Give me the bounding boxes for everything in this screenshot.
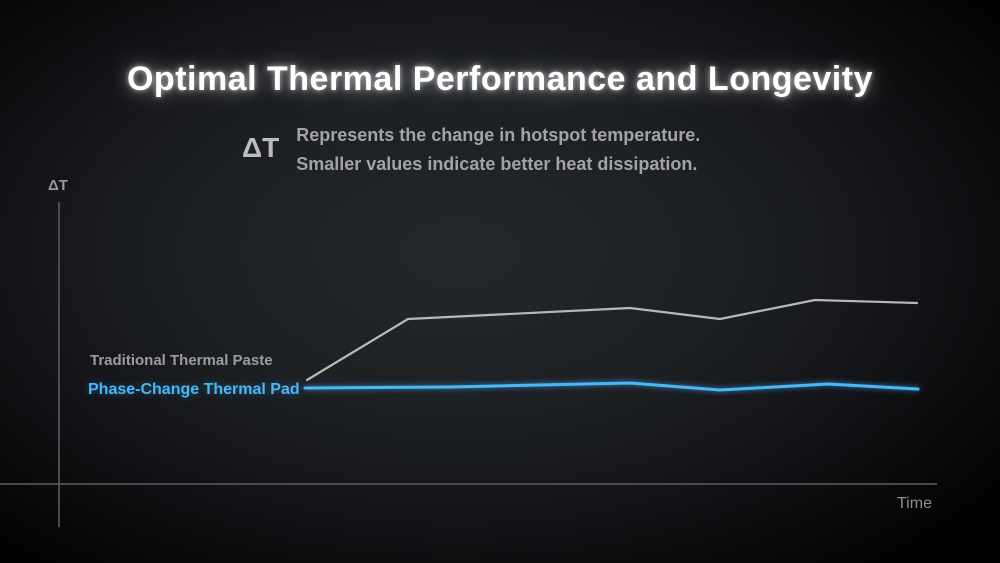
x-axis-label: Time — [897, 495, 932, 512]
delta-note: ΔT Represents the change in hotspot temp… — [242, 121, 700, 179]
delta-note-line2: Smaller values indicate better heat diss… — [296, 154, 698, 174]
series-line-phase-change-thermal-pad — [303, 381, 920, 392]
delta-note-text: Represents the change in hotspot tempera… — [296, 121, 700, 179]
delta-note-line1: Represents the change in hotspot tempera… — [296, 125, 701, 145]
legend-phase-change-thermal-pad: Phase-Change Thermal Pad — [88, 381, 300, 398]
series-line-traditional-thermal-paste — [305, 298, 919, 382]
delta-symbol: ΔT — [242, 132, 280, 163]
page-title: Optimal Thermal Performance and Longevit… — [126, 60, 873, 98]
legend-traditional-thermal-paste: Traditional Thermal Paste — [90, 352, 273, 369]
y-axis-label: ΔT — [48, 177, 68, 194]
